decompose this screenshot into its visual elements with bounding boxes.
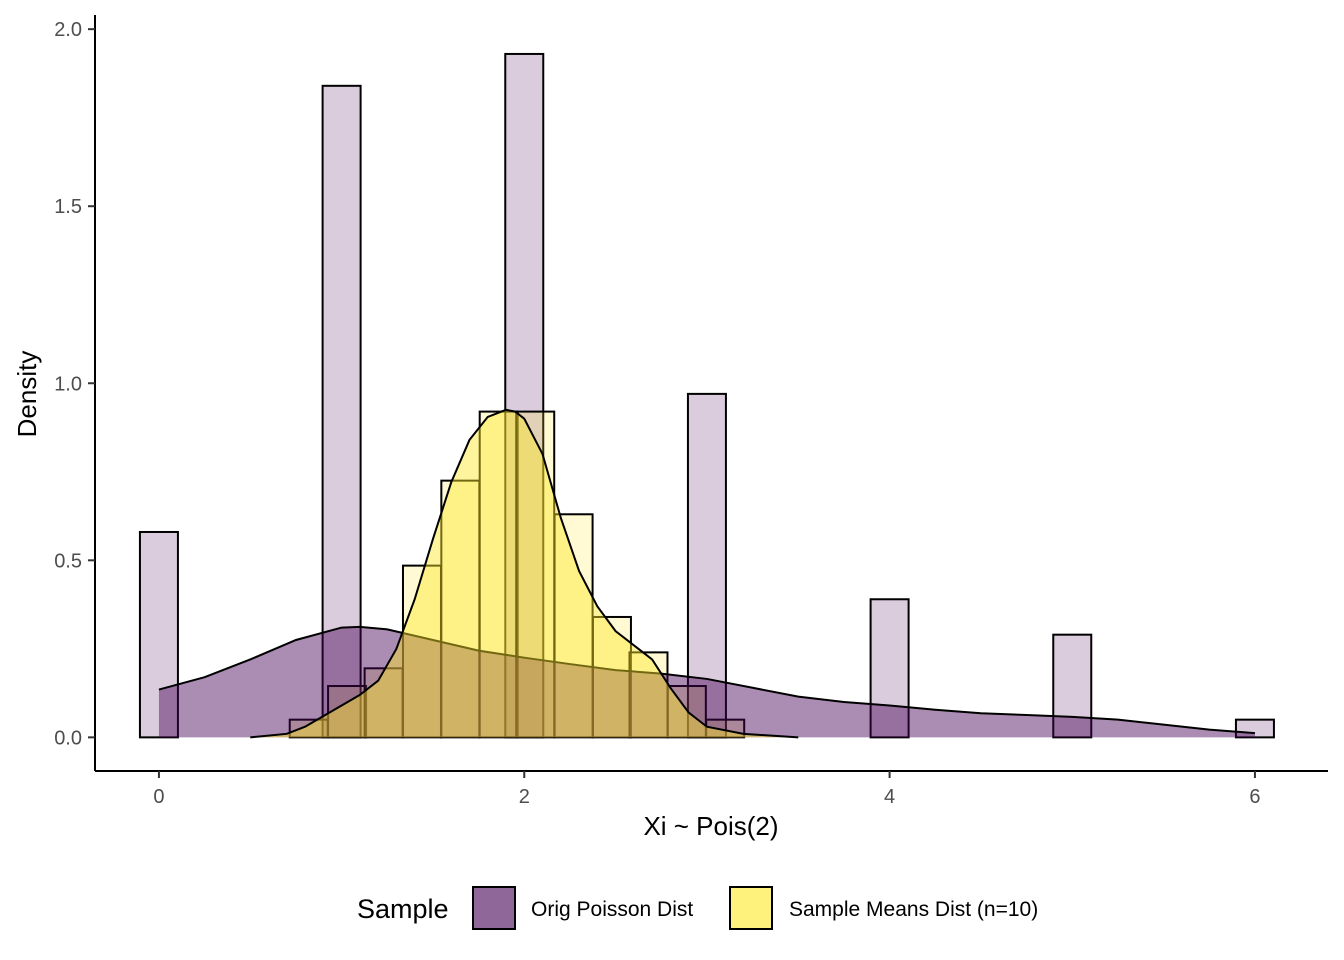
y-tick-label-4: 2.0	[54, 19, 82, 41]
axes	[94, 15, 1328, 772]
x-tick-label-2: 4	[884, 786, 895, 808]
x-tick-label-1: 2	[519, 786, 530, 808]
sample-means-density-area	[250, 409, 799, 738]
y-axis-ticks: 0.0 0.5 1.0 1.5 2.0	[54, 19, 95, 749]
sample-means-density-line	[250, 408, 799, 739]
sample-means-bar-7	[553, 513, 594, 739]
y-tick-label-2: 1.0	[54, 373, 82, 395]
legend-key-means	[729, 886, 773, 930]
legend-title: Sample	[357, 894, 449, 924]
orig-poisson-bar-5	[1052, 633, 1093, 739]
orig-poisson-bar-0	[138, 530, 179, 739]
orig-poisson-bar-4	[869, 598, 910, 739]
legend-label-means: Sample Means Dist (n=10)	[789, 898, 1038, 921]
plot-area	[138, 52, 1275, 739]
sample-means-bar-1	[327, 685, 368, 739]
sample-means-bar-5	[478, 410, 519, 739]
sample-means-bar-4	[440, 479, 481, 739]
sample-means-bar-3	[401, 564, 442, 739]
x-tick-label-3: 6	[1249, 786, 1260, 808]
x-tick-label-0: 0	[153, 786, 164, 808]
y-axis-title: Density	[12, 351, 42, 438]
sample-means-bar-2	[363, 667, 404, 739]
y-tick-label-1: 0.5	[54, 550, 82, 572]
y-tick-label-0: 0.0	[54, 727, 82, 749]
orig-poisson-bar-1	[321, 84, 362, 739]
orig-poisson-bar-3	[686, 392, 727, 739]
y-tick-label-3: 1.5	[54, 196, 82, 218]
x-axis-ticks: 0 2 4 6	[153, 771, 1260, 808]
sample-means-bar-6	[515, 410, 556, 739]
x-axis-title: Xi ~ Pois(2)	[643, 811, 778, 841]
orig-poisson-density-line	[158, 625, 1256, 735]
legend-key-orig	[472, 886, 516, 930]
orig-poisson-density-area	[158, 626, 1255, 738]
legend: Sample Orig Poisson Dist Sample Means Di…	[357, 886, 1038, 930]
legend-label-orig: Orig Poisson Dist	[531, 898, 693, 921]
